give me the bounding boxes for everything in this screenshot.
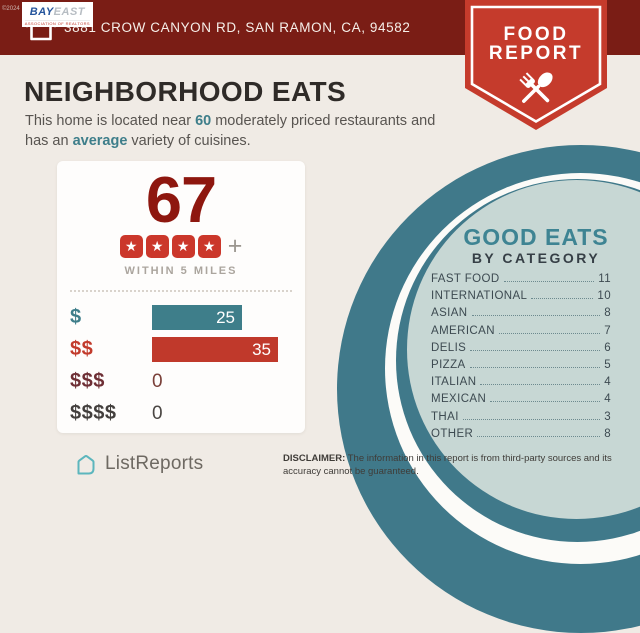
category-panel-title: GOOD EATS [463,224,609,250]
star-icon: ★ [197,234,221,258]
category-row: ASIAN 8 [431,307,611,320]
category-row: DELIS 6 [431,341,611,354]
category-row: ITALIAN 4 [431,376,611,389]
radius-label: WITHIN 5 MILES [124,265,238,277]
category-row: MEXICAN 4 [431,393,611,406]
plus-sign: + [227,232,243,260]
category-row: PIZZA 5 [431,358,611,371]
bar-row: $$ 35 [70,337,292,362]
bar: 25 [152,305,242,330]
property-address: 3881 CROW CANYON RD, SAN RAMON, CA, 9458… [64,20,411,35]
listreports-wordmark: ListReports [105,453,204,474]
category-row: THAI 3 [431,410,611,423]
category-list: FAST FOOD 11 INTERNATIONAL 10 ASIAN 8 AMERI… [431,273,611,445]
listreports-logo: ListReports [74,452,203,476]
variety-rating: average [72,132,128,149]
utensils-icon [519,72,553,103]
category-row: INTERNATIONAL 10 [431,290,611,303]
price-label: $$$ [70,370,105,392]
food-report-badge: FOOD REPORT [465,0,607,130]
copyright-text: ©2024 [2,6,20,12]
badge-line2: REPORT [489,43,583,64]
star-rating: ★ ★ ★ ★ + [57,232,305,260]
bar-row: $$$$ 0 [70,401,292,426]
star-icon: ★ [119,234,143,258]
star-icon: ★ [145,234,169,258]
association-watermark: ©2024 BAYEAST ASSOCIATION OF REALTORS [2,2,93,27]
disclaimer: DISCLAIMER: The information in this repo… [283,453,612,477]
category-row: AMERICAN 7 [431,324,611,337]
bar-value: 0 [152,370,163,392]
bar-row: $$$ 0 [70,369,292,394]
bayeast-logo: BAYEAST ASSOCIATION OF REALTORS [21,2,93,27]
price-label: $ [70,306,82,328]
bar-value: 0 [152,402,163,424]
intro-text: This home is located near 60 moderately … [25,113,436,149]
price-label: $$ [70,338,94,360]
category-panel-subtitle: BY CATEGORY [471,250,601,266]
bar-row: $ 25 [70,305,292,330]
category-row: FAST FOOD 11 [431,273,611,285]
page-title: NEIGHBORHOOD EATS [24,76,347,107]
bar: 35 [152,337,278,362]
price-label: $$$$ [70,402,117,424]
restaurant-count: 60 [195,113,212,129]
listreports-icon [77,455,95,475]
price-bar-chart: $ 25 $$ 35 $$$ 0 $$$$ 0 [57,305,305,426]
category-row: OTHER 8 [431,427,611,440]
badge-line1: FOOD [504,24,569,45]
star-icon: ★ [171,234,195,258]
card-divider [70,290,292,292]
score-card: 67 ★ ★ ★ ★ + WITHIN 5 MILES $ 25 $$ 35 $$$ … [57,161,305,433]
food-score: 67 [145,163,217,236]
